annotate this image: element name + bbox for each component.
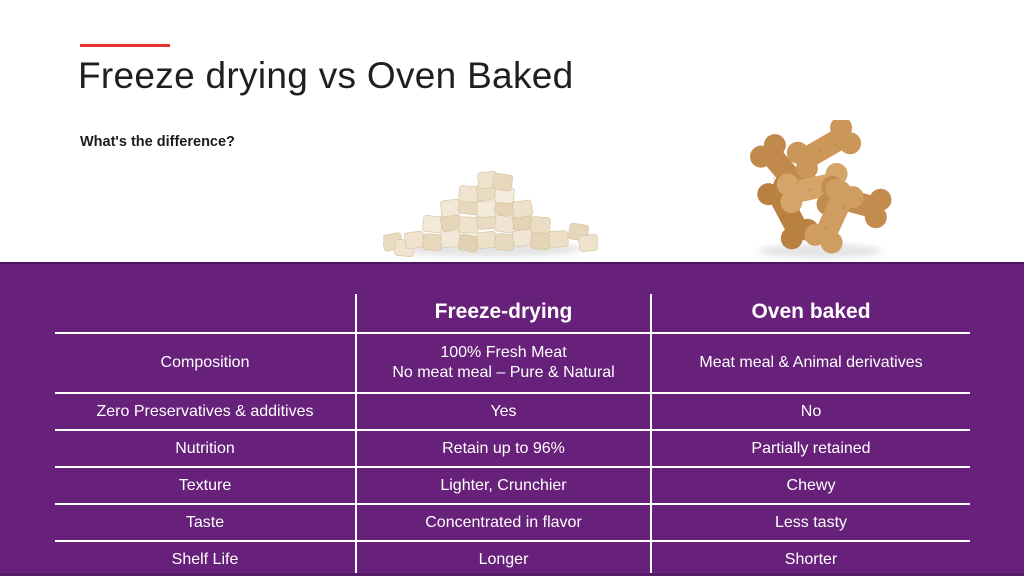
cell-oven-baked: Partially retained: [651, 430, 970, 468]
cell-freeze-drying: Yes: [355, 393, 652, 431]
column-header-freeze-drying: Freeze-drying: [355, 294, 652, 334]
freeze-dried-meat-image: [383, 150, 598, 260]
cell-oven-baked: No: [651, 393, 970, 431]
cell-oven-baked: Less tasty: [651, 504, 970, 542]
column-header-oven-baked: Oven baked: [651, 294, 970, 334]
accent-line: [80, 44, 170, 47]
cell-freeze-drying: Retain up to 96%: [355, 430, 652, 468]
table-row-shelf-life: Shelf Life Longer Shorter: [55, 541, 970, 576]
table-header-row: Freeze-drying Oven baked: [55, 294, 970, 334]
bone-biscuits-icon: [745, 120, 894, 258]
cell-oven-baked: Chewy: [651, 467, 970, 505]
slide-subtitle: What's the difference?: [80, 134, 235, 150]
cell-freeze-drying: 100% Fresh Meat No meat meal – Pure & Na…: [355, 333, 652, 394]
row-label: Composition: [55, 333, 356, 394]
table-row-texture: Texture Lighter, Crunchier Chewy: [55, 467, 970, 505]
table-row-taste: Taste Concentrated in flavor Less tasty: [55, 504, 970, 542]
table-row-nutrition: Nutrition Retain up to 96% Partially ret…: [55, 430, 970, 468]
comparison-panel: Freeze-drying Oven baked Composition 100…: [0, 262, 1024, 576]
cell-oven-baked: Shorter: [784, 550, 838, 568]
cell-oven-baked: Meat meal & Animal derivatives: [651, 333, 970, 394]
table-row-preservatives: Zero Preservatives & additives Yes No: [55, 393, 970, 431]
row-label: Shelf Life: [171, 550, 239, 568]
cell-freeze-drying: Lighter, Crunchier: [355, 467, 652, 505]
column-header-blank: [55, 294, 356, 334]
cell-freeze-drying: Longer: [355, 541, 652, 576]
page-title: Freeze drying vs Oven Baked: [78, 55, 574, 96]
row-label: Nutrition: [55, 430, 356, 468]
cell-freeze-drying: Concentrated in flavor: [355, 504, 652, 542]
comparison-table: Freeze-drying Oven baked Composition 100…: [55, 294, 970, 576]
row-label: Texture: [55, 467, 356, 505]
table-row-composition: Composition 100% Fresh Meat No meat meal…: [55, 333, 970, 394]
row-label: Zero Preservatives & additives: [55, 393, 356, 431]
oven-baked-biscuits-image: [740, 120, 898, 262]
row-label: Taste: [55, 504, 356, 542]
freeze-dried-cubes-icon: [383, 171, 598, 258]
